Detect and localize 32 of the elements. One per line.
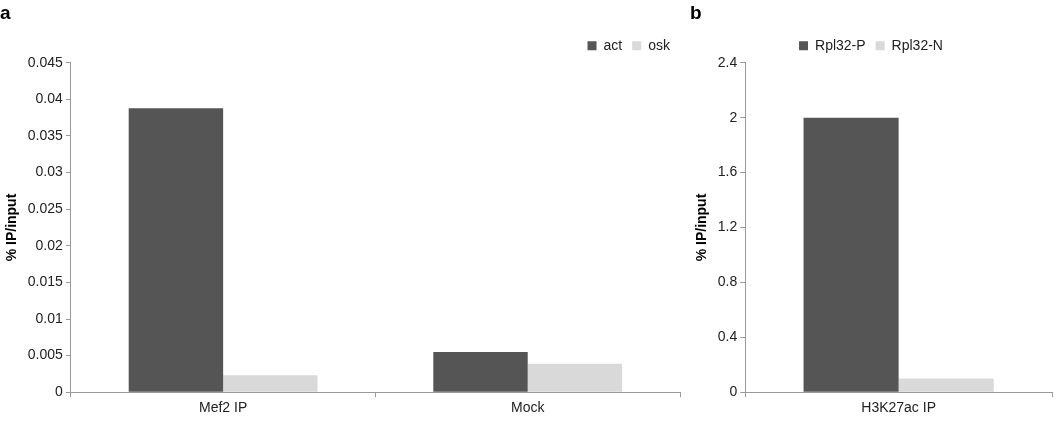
y-tick-label: 0.005 — [27, 346, 64, 363]
y-tick-label: 2.4 — [717, 53, 738, 70]
y-tick-label: 0 — [729, 383, 738, 400]
bar — [433, 351, 528, 392]
y-tick-label: 0.02 — [35, 236, 64, 253]
y-axis-title: % IP/input — [693, 193, 710, 262]
chart-title: a — [0, 1, 11, 23]
x-tick-label: H3K27ac IP — [861, 399, 936, 416]
y-tick-label: 0.04 — [35, 90, 64, 107]
legend-label: act — [603, 36, 623, 53]
legend-label: Rpl32-P — [815, 36, 866, 53]
y-tick-label: 0.015 — [27, 273, 64, 290]
y-tick-label: 0.8 — [717, 273, 738, 290]
chart-title: b — [690, 1, 702, 23]
legend-label: Rpl32-N — [891, 36, 943, 53]
x-tick-label: Mef2 IP — [199, 399, 248, 416]
y-tick-label: 0.045 — [27, 53, 64, 70]
x-tick-label: Mock — [510, 399, 546, 416]
y-tick-label: 0.025 — [27, 200, 64, 217]
bar — [223, 375, 318, 392]
y-tick-label: 2 — [729, 108, 738, 125]
y-tick-label: 0.03 — [35, 163, 64, 180]
bar — [128, 108, 224, 392]
y-tick-label: 0.4 — [717, 328, 738, 345]
y-tick-label: 0.01 — [35, 309, 64, 326]
y-tick-label: 1.2 — [717, 218, 738, 235]
y-tick-label: 1.6 — [717, 163, 738, 180]
y-tick-label: 0 — [55, 383, 64, 400]
bar — [527, 363, 623, 392]
y-tick-label: 0.035 — [27, 126, 64, 143]
y-axis-title: % IP/input — [3, 193, 20, 262]
legend-label: osk — [648, 36, 671, 53]
